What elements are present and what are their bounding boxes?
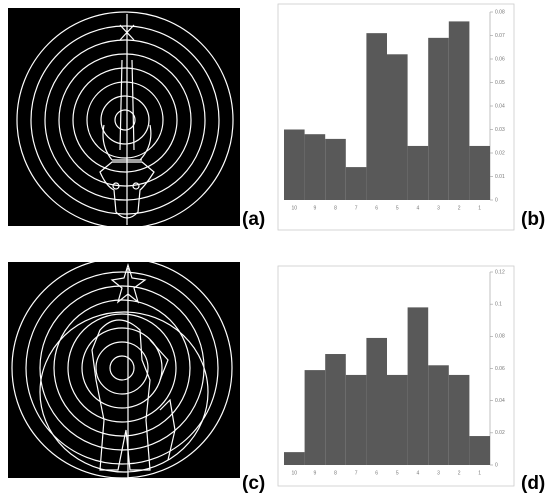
image-a [8,8,240,229]
bar [469,436,490,465]
bar [345,374,367,465]
x-tick-label: 1 [478,470,481,476]
x-tick-label: 7 [355,470,358,476]
x-tick-label: 3 [437,470,440,476]
y-tick-label: 0 [495,462,498,468]
bar [325,138,346,200]
x-tick-label: 4 [417,470,420,476]
y-tick-label: 0.12 [495,269,505,275]
bar [407,145,429,200]
y-tick-label: 0.06 [495,56,505,62]
panel-label: (c) [242,473,265,494]
y-tick-label: 0 [495,197,498,203]
x-tick-label: 5 [396,470,399,476]
y-tick-label: 0.07 [495,33,505,39]
panel-label: (a) [242,209,265,230]
panel-label: (b) [521,209,545,230]
x-tick-label: 3 [437,205,440,211]
bar [366,33,387,201]
bar [325,354,346,465]
x-tick-label: 1 [478,205,481,211]
bar [407,307,429,465]
bar [428,365,449,465]
bar [304,134,326,200]
y-tick-label: 0.06 [495,366,505,372]
y-tick-label: 0.02 [495,430,505,436]
bar [428,37,449,200]
y-tick-label: 0.1 [495,301,502,307]
x-tick-label: 5 [396,205,399,211]
bar [448,374,470,465]
y-tick-label: 0.02 [495,150,505,156]
y-tick-label: 0.05 [495,80,505,86]
x-tick-label: 9 [314,470,317,476]
y-tick-label: 0.08 [495,9,505,15]
x-tick-label: 10 [292,205,298,211]
x-tick-label: 10 [292,470,298,476]
x-tick-label: 4 [417,205,420,211]
x-tick-label: 8 [334,205,337,211]
y-tick-label: 0.03 [495,127,505,133]
x-tick-label: 6 [375,205,378,211]
bar [284,452,305,465]
bar [284,129,305,200]
y-tick-label: 0.04 [495,103,505,109]
bar [345,167,367,200]
y-tick-label: 0.08 [495,334,505,340]
bar [448,21,470,201]
image-c [8,257,240,479]
bar [366,337,387,465]
x-tick-label: 2 [458,205,461,211]
panel-label: (d) [521,473,545,494]
x-tick-label: 8 [334,470,337,476]
bar [304,370,326,465]
x-tick-label: 9 [314,205,317,211]
bar [469,145,490,200]
x-tick-label: 6 [375,470,378,476]
bar [387,374,408,465]
x-tick-label: 2 [458,470,461,476]
y-tick-label: 0.01 [495,174,505,180]
bar [387,54,408,200]
x-tick-label: 7 [355,205,358,211]
y-tick-label: 0.04 [495,398,505,404]
